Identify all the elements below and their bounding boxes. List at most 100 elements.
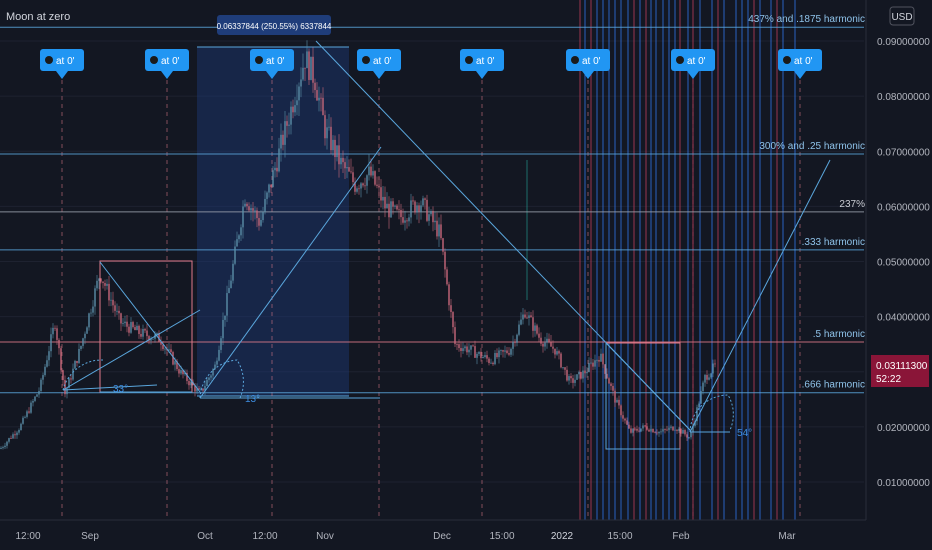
candle-body [176, 361, 178, 370]
candle-body [674, 429, 676, 431]
candle-body [648, 429, 650, 432]
candle-body [2, 447, 4, 448]
candle-body [496, 353, 498, 358]
moon-label-3: at 0' [373, 56, 392, 67]
moon-label-0: at 0' [56, 56, 75, 67]
candle-body [116, 310, 118, 312]
x-tick-0: 12:00 [15, 531, 40, 542]
candle-body [364, 185, 366, 187]
candle-body [4, 445, 6, 448]
candle-body [614, 390, 616, 403]
price-series [0, 40, 716, 450]
candle-body [512, 341, 514, 349]
candle-body [350, 171, 352, 173]
y-tick-0: 0.09000000 [877, 37, 930, 48]
candle-body [80, 345, 82, 349]
candle-body [386, 203, 388, 209]
moon-icon-7 [783, 56, 791, 64]
moon-marker-pointer-2 [266, 71, 278, 79]
candle-body [208, 377, 210, 380]
candle-body [594, 360, 596, 367]
candle-body [518, 324, 520, 335]
candle-body [136, 325, 138, 331]
candle-body [602, 353, 604, 365]
moon-marker-pointer-0 [56, 71, 68, 79]
candle-body [418, 205, 420, 212]
candle-body [598, 359, 600, 362]
candle-body [630, 428, 632, 433]
candle-body [384, 196, 386, 209]
candle-body [102, 281, 104, 283]
candle-body [570, 376, 572, 379]
candle-body [0, 447, 2, 449]
candle-body [622, 415, 624, 419]
candle-body [702, 382, 704, 392]
harmonic-label-0: 437% and .1875 harmonic [748, 14, 865, 25]
currency-button[interactable]: USD [889, 6, 915, 26]
candle-body [540, 337, 542, 344]
candle-body [462, 348, 464, 351]
candle-body [54, 327, 56, 329]
measure-region [197, 46, 349, 397]
candle-body [374, 171, 376, 185]
candle-body [62, 370, 64, 381]
candle-body [522, 314, 524, 320]
candle-body [232, 263, 234, 281]
candle-body [432, 211, 434, 223]
harmonic-label-2: 237% [839, 199, 865, 210]
candle-body [66, 388, 68, 395]
candle-body [70, 378, 72, 380]
candle-body [414, 201, 416, 213]
candle-body [292, 106, 294, 113]
candle-body [156, 333, 158, 335]
candle-body [612, 385, 614, 391]
candle-body [248, 206, 250, 211]
candle-body [358, 188, 360, 190]
candle-body [38, 390, 40, 395]
candle-body [346, 167, 348, 169]
labels: 437% and .1875 harmonic 300% and .25 harm… [113, 14, 865, 439]
candle-body [40, 379, 42, 391]
candle-body [560, 353, 562, 368]
drawings [62, 40, 831, 450]
candle-body [566, 369, 568, 381]
candle-body [58, 339, 60, 349]
candle-body [436, 220, 438, 237]
candle-body [502, 350, 504, 352]
candle-body [692, 425, 694, 433]
price-tag-value: 0.03111300 [876, 361, 928, 372]
candle-body [438, 224, 440, 237]
candle-body [122, 323, 124, 324]
candle-body [330, 126, 332, 151]
candle-body [472, 345, 474, 347]
candle-body [590, 362, 592, 364]
candle-body [140, 333, 142, 337]
candle-body [150, 339, 152, 341]
candle-body [662, 429, 664, 432]
candle-body [252, 208, 254, 211]
moon-icon-6 [676, 56, 684, 64]
candle-body [104, 282, 106, 286]
candle-body [572, 378, 574, 383]
candle-body [84, 333, 86, 339]
candle-body [48, 351, 50, 361]
candle-body [304, 67, 306, 69]
candle-body [714, 363, 716, 365]
candle-body [294, 105, 296, 113]
candle-body [362, 183, 364, 186]
candle-body [634, 428, 636, 430]
candle-body [162, 344, 164, 350]
candle-body [486, 355, 488, 359]
candle-body [688, 437, 690, 439]
candle-body [510, 348, 512, 355]
candle-body [352, 172, 354, 183]
trendline-4 [689, 159, 831, 433]
candle-body [186, 372, 188, 382]
candle-body [428, 214, 430, 221]
moon-marker-box-4 [460, 49, 504, 71]
candle-body [18, 430, 20, 433]
candle-body [442, 238, 444, 252]
